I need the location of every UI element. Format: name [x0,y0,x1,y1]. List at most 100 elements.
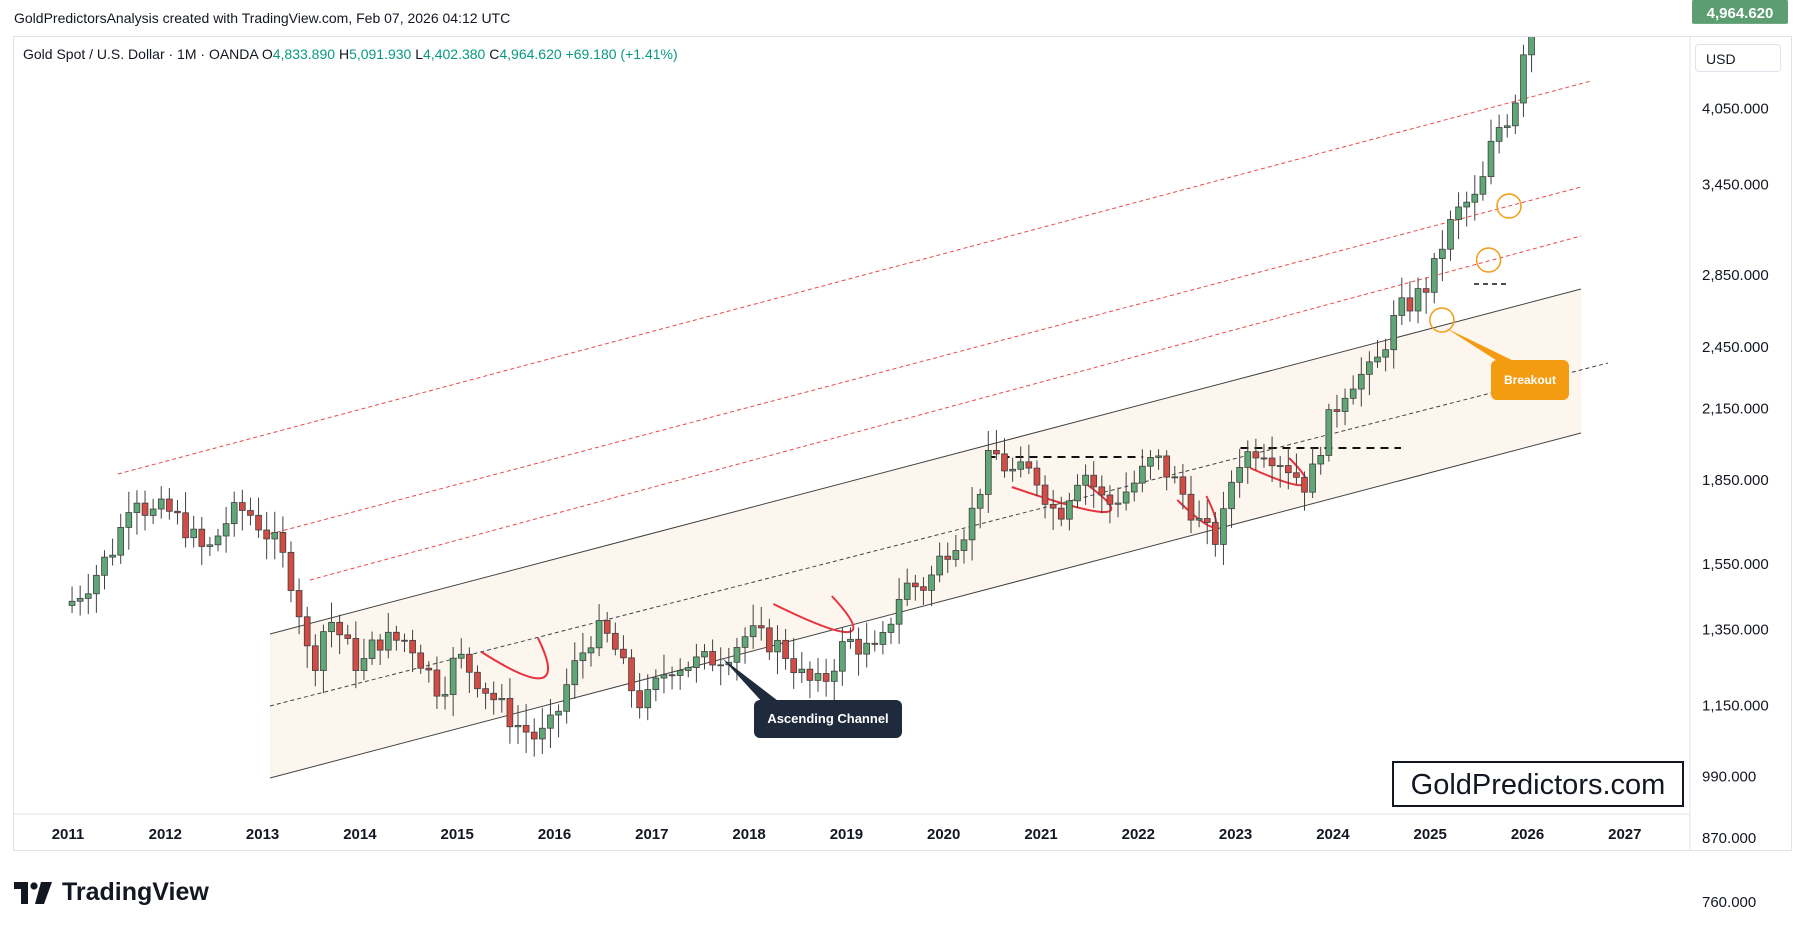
candle-body [903,582,911,600]
candle [441,676,449,710]
candle [749,604,757,649]
candle [1406,281,1414,322]
candle-body [1512,102,1519,127]
candle-body [1049,503,1057,509]
candle [76,585,84,616]
candle [563,668,570,724]
candle [1276,455,1284,488]
candle [1130,470,1138,502]
candle-body [360,658,368,671]
candle [620,635,627,665]
candle [409,629,416,673]
candle-body [117,526,125,556]
candle-body [498,697,506,701]
x-tick-label: 2024 [1316,826,1350,843]
candle [1041,475,1049,519]
candle-body [1284,465,1292,474]
candle-body [1349,388,1357,399]
candle [928,565,935,607]
candle-body [1357,373,1365,390]
candle [830,659,838,702]
candle [1479,161,1487,201]
candle [1293,453,1300,485]
candle-body [384,631,392,651]
candle-body [1439,248,1446,259]
candle [1179,463,1187,510]
current-price-label: 4,964.620 [1707,5,1774,22]
x-tick-label: 2011 [52,826,85,843]
candle [1309,447,1316,499]
candle [1430,252,1438,304]
candle-body [652,677,660,691]
x-tick-label: 2013 [246,826,279,843]
candle [490,681,498,715]
candle [595,604,603,657]
candle [303,606,311,668]
candle-body [433,669,441,697]
candle-body [1203,518,1211,523]
candle-body [239,502,246,511]
y-tick-label: 870.000 [1702,830,1756,847]
x-tick-label: 2015 [441,826,474,843]
currency-button[interactable]: USD [1695,44,1781,72]
candle [174,499,181,525]
candle [198,516,206,566]
y-tick-label: 2,150.000 [1702,401,1769,418]
plot-area [68,37,1609,779]
candle-body [93,574,100,595]
candle-body [1066,500,1073,520]
candle-body [417,652,425,669]
candle [1374,340,1381,368]
candle [912,574,919,601]
candle [579,632,587,679]
red-dashed-trendline [117,80,1592,475]
candle-body [1082,474,1089,486]
candle [287,541,295,603]
candle [1422,277,1430,314]
tradingview-logo[interactable]: TradingView [14,878,209,907]
candle-body [174,510,181,514]
candle [182,492,189,548]
candle-body [125,512,133,528]
candle-body [676,670,684,676]
candle [1122,472,1130,511]
breakout-circle [1496,193,1522,219]
candle-body [1398,297,1406,316]
candle-body [644,689,652,709]
candle [401,633,408,653]
candle [555,704,562,738]
candle-body [1212,522,1219,545]
candle-body [1333,409,1341,412]
candle-body [474,671,481,690]
candle [847,627,854,649]
candle-body [1471,193,1479,203]
candle-body [1252,451,1260,459]
candle [1390,300,1398,369]
candle [206,536,214,556]
candle [1187,475,1195,534]
candle-body [1001,453,1008,472]
candle [1447,210,1454,261]
symbol-name[interactable]: Gold Spot / U.S. Dollar · 1M · OANDA [23,46,258,62]
x-tick-label: 2018 [732,826,765,843]
candle-body [555,710,562,716]
candle [417,644,425,674]
candle [611,622,619,656]
x-tick-label: 2025 [1414,826,1447,843]
candle-body [303,616,311,647]
candle-body [611,632,619,650]
red-dashed-trendline [309,235,1582,581]
candle-body [133,502,141,513]
candle [1163,450,1170,491]
candle-body [984,449,992,495]
ascending-channel-fill [270,289,1581,778]
candle [1317,446,1325,475]
candle-body [157,498,165,510]
candle [84,573,92,615]
chart-frame [13,36,1792,851]
candle [571,642,579,699]
breakout-callout-label: Breakout [1504,373,1556,387]
candle-body [993,449,1000,455]
candle [863,622,870,668]
